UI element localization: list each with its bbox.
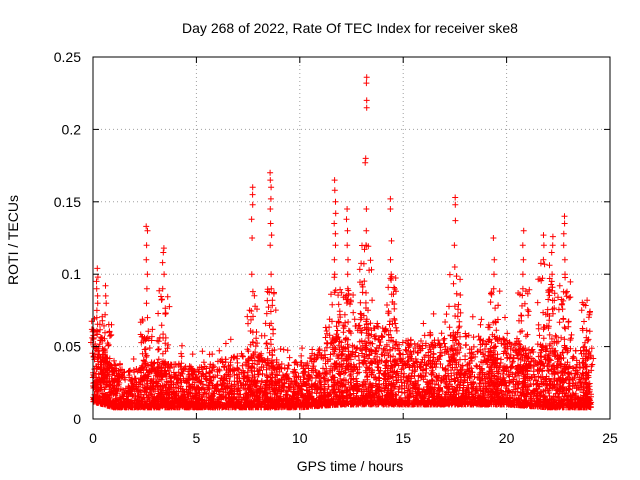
- y-tick-label: 0.05: [54, 339, 81, 355]
- y-tick-label: 0.1: [62, 266, 82, 282]
- x-tick-label: 10: [292, 430, 308, 446]
- y-tick-labels: 0 0.05 0.1 0.15 0.2 0.25: [54, 49, 81, 427]
- y-axis-title: ROTI / TECUs: [5, 195, 21, 285]
- y-tick-label: 0: [73, 411, 81, 427]
- x-tick-label: 15: [395, 430, 411, 446]
- y-tick-label: 0.2: [62, 121, 82, 137]
- y-tick-label: 0.15: [54, 194, 81, 210]
- x-axis-title: GPS time / hours: [297, 458, 404, 474]
- grid-lines: [93, 57, 610, 419]
- axis-ticks: [92, 56, 611, 420]
- plot-frame: [92, 56, 611, 420]
- x-tick-label: 20: [499, 430, 515, 446]
- x-tick-label: 25: [602, 430, 618, 446]
- data-points: [88, 74, 597, 411]
- chart-title: Day 268 of 2022, Rate Of TEC Index for r…: [182, 20, 518, 36]
- x-tick-labels: 0 5 10 15 20 25: [89, 430, 618, 446]
- roti-data-markers: [88, 74, 597, 411]
- x-tick-label: 0: [89, 430, 97, 446]
- x-tick-label: 5: [193, 430, 201, 446]
- y-tick-label: 0.25: [54, 49, 81, 65]
